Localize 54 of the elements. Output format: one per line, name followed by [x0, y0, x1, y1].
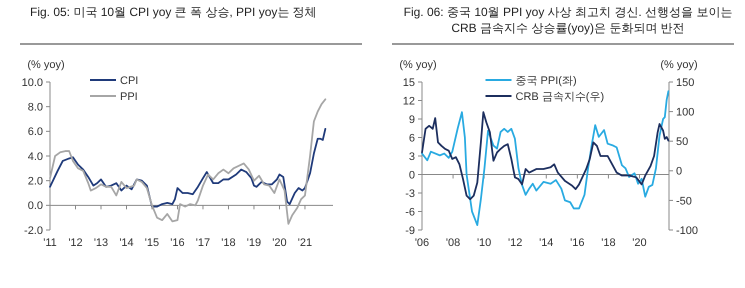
x-tick-label: '12 — [68, 237, 83, 249]
x-tick-label: '20 — [632, 237, 647, 249]
chart-title: Fig. 05: 미국 10월 CPI yoy 큰 폭 상승, PPI yoy는 정체 — [30, 4, 318, 21]
x-tick-label: '11 — [43, 237, 57, 249]
y-tick-label: -3 — [405, 188, 415, 200]
x-tick-label: '15 — [144, 237, 160, 249]
x-tick-label: '14 — [119, 237, 134, 249]
x-tick-label: '18 — [221, 237, 236, 249]
y-tick-label: 10.0 — [22, 76, 43, 89]
y-tick-label: 2.0 — [28, 176, 43, 188]
x-tick-label: '18 — [601, 237, 616, 249]
line-series — [421, 111, 670, 200]
y-tick-label: -6 — [405, 206, 415, 218]
y2-tick-label: 50 — [676, 136, 688, 148]
y-tick-label: 3 — [408, 150, 415, 163]
y-tick-label: 6.0 — [28, 126, 43, 138]
y-tick-label: 15 — [402, 76, 415, 89]
line-series — [49, 128, 326, 208]
x-tick-label: '06 — [414, 237, 430, 249]
y2-tick-label: 100 — [676, 106, 694, 118]
legend-label: 중국 PPI(좌) — [516, 74, 577, 87]
y-tick-label: 9 — [408, 114, 415, 126]
y-tick-label: 4.0 — [28, 150, 43, 163]
legend-label: PPI — [120, 90, 138, 103]
x-tick-label: '10 — [476, 237, 492, 249]
y2-axis-title: (% yoy) — [660, 59, 698, 71]
line-series — [49, 98, 326, 225]
y-tick-label: 0 — [408, 169, 415, 182]
y-tick-label: -2.0 — [24, 224, 43, 237]
line-series — [421, 90, 670, 226]
y2-tick-label: 0 — [676, 166, 682, 178]
x-tick-label: '20 — [272, 237, 287, 249]
y-axis-title: (% yoy) — [399, 59, 437, 71]
y2-tick-label: -100 — [676, 224, 698, 237]
legend-label: CRB 금속지수(우) — [516, 90, 604, 103]
x-tick-label: '08 — [446, 237, 460, 249]
x-tick-label: '12 — [508, 237, 522, 249]
x-tick-label: '14 — [539, 237, 554, 249]
y2-tick-label: 150 — [676, 76, 694, 89]
x-tick-label: '17 — [196, 237, 210, 249]
x-tick-label: '16 — [570, 237, 585, 249]
x-tick-label: '21 — [298, 237, 312, 249]
y2-tick-label: -50 — [676, 195, 692, 208]
legend-label: CPI — [120, 74, 138, 87]
y-tick-label: 8.0 — [28, 102, 43, 114]
chart-title: Fig. 06: 중국 10월 PPI yoy 사상 최고치 경신. 선행성을 보이는 CRB 금속지수 상승률(yoy)은 둔화되며 반전 — [402, 4, 734, 37]
x-tick-label: '13 — [94, 237, 108, 249]
y-axis-title: (% yoy) — [27, 59, 65, 71]
x-tick-label: '19 — [246, 237, 262, 249]
x-tick-label: '16 — [170, 237, 185, 249]
y-tick-label: 6 — [408, 132, 415, 144]
y-tick-label: 0.0 — [28, 200, 43, 212]
y-tick-label: 12 — [402, 95, 415, 108]
y-tick-label: -9 — [405, 224, 415, 237]
